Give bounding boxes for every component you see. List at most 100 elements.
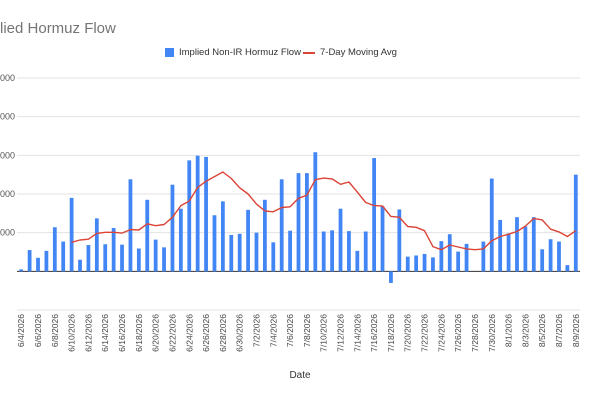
bar bbox=[262, 199, 267, 272]
bar bbox=[204, 156, 208, 272]
bar bbox=[111, 228, 116, 272]
bar bbox=[506, 233, 511, 272]
bar bbox=[548, 239, 553, 272]
x-tick-label: 6/18/2026 bbox=[134, 314, 144, 352]
chart-title: lied Hormuz Flow bbox=[0, 20, 116, 37]
x-tick-label: 6/4/2026 bbox=[16, 314, 26, 347]
bar bbox=[515, 217, 519, 272]
bar bbox=[296, 173, 301, 272]
bar bbox=[178, 208, 183, 272]
bar bbox=[456, 251, 461, 272]
bar bbox=[246, 209, 250, 272]
bar bbox=[220, 201, 225, 272]
bar bbox=[61, 241, 66, 272]
x-tick-label: 7/14/2026 bbox=[352, 314, 362, 352]
bar bbox=[557, 241, 561, 272]
x-tick-label: 8/1/2026 bbox=[504, 314, 514, 347]
y-tick-label: 000 bbox=[0, 189, 15, 199]
bar bbox=[313, 152, 318, 272]
bar bbox=[481, 241, 486, 272]
bar bbox=[254, 232, 259, 272]
bar bbox=[573, 174, 578, 272]
bar bbox=[187, 160, 192, 272]
legend-swatch-bar bbox=[165, 48, 174, 57]
bar bbox=[212, 215, 217, 272]
x-tick-label: 7/28/2026 bbox=[470, 314, 480, 352]
bar bbox=[447, 234, 452, 272]
bar bbox=[489, 178, 494, 272]
bar bbox=[136, 248, 141, 272]
bar bbox=[44, 250, 49, 272]
bar bbox=[78, 259, 82, 272]
bar bbox=[305, 173, 309, 272]
legend-item-line: 7-Day Moving Avg bbox=[303, 47, 397, 58]
bar bbox=[170, 184, 175, 272]
x-tick-label: 7/24/2026 bbox=[436, 314, 446, 352]
x-tick-label: 6/22/2026 bbox=[167, 314, 177, 352]
bar bbox=[94, 218, 99, 272]
bar bbox=[431, 257, 435, 272]
x-tick-label: 6/12/2026 bbox=[83, 314, 93, 352]
x-tick-label: 7/12/2026 bbox=[336, 314, 346, 352]
bar bbox=[565, 265, 570, 272]
bar bbox=[36, 257, 40, 272]
x-tick-label: 6/6/2026 bbox=[33, 314, 43, 347]
bar bbox=[86, 245, 91, 272]
bar bbox=[330, 230, 335, 272]
bar bbox=[237, 233, 242, 272]
x-tick-label: 6/14/2026 bbox=[100, 314, 110, 352]
y-tick-label: 000 bbox=[0, 73, 15, 83]
y-tick-label: 000 bbox=[0, 112, 15, 122]
bar bbox=[271, 242, 276, 272]
x-tick-label: 7/30/2026 bbox=[487, 314, 497, 352]
bar bbox=[464, 243, 469, 272]
x-tick-label: 7/16/2026 bbox=[369, 314, 379, 352]
x-tick-label: 6/20/2026 bbox=[151, 314, 161, 352]
x-tick-label: 8/3/2026 bbox=[520, 314, 530, 347]
bar bbox=[195, 155, 200, 272]
x-tick-label: 8/5/2026 bbox=[537, 314, 547, 347]
bar bbox=[279, 179, 284, 272]
bar bbox=[523, 226, 528, 272]
bar bbox=[405, 256, 410, 272]
bar bbox=[363, 231, 368, 272]
legend-item-bars: Implied Non-IR Hormuz Flow bbox=[165, 47, 301, 58]
bar bbox=[422, 253, 427, 272]
x-tick-label: 7/26/2026 bbox=[453, 314, 463, 352]
bar bbox=[52, 227, 57, 272]
x-tick-label: 7/10/2026 bbox=[319, 314, 329, 352]
bar bbox=[162, 247, 166, 272]
x-tick-label: 6/28/2026 bbox=[218, 314, 228, 352]
x-tick-label: 7/2/2026 bbox=[251, 314, 261, 347]
y-tick-label: 000 bbox=[0, 228, 15, 238]
bar bbox=[120, 244, 124, 272]
bar bbox=[69, 197, 74, 272]
bar bbox=[153, 239, 158, 272]
x-tick-label: 8/7/2026 bbox=[554, 314, 564, 347]
bar bbox=[19, 269, 24, 272]
bar bbox=[355, 250, 360, 272]
bar bbox=[27, 250, 32, 272]
x-tick-label: 6/8/2026 bbox=[50, 314, 60, 347]
x-tick-label: 6/24/2026 bbox=[184, 314, 194, 352]
bar bbox=[397, 209, 402, 272]
x-tick-label: 7/6/2026 bbox=[285, 314, 295, 347]
bar bbox=[347, 231, 351, 272]
x-tick-label: 6/26/2026 bbox=[201, 314, 211, 352]
bar bbox=[338, 208, 343, 272]
bar bbox=[439, 241, 444, 272]
bar bbox=[531, 217, 536, 272]
x-axis-title: Date bbox=[289, 370, 311, 381]
bar bbox=[288, 230, 292, 272]
bar bbox=[380, 206, 385, 272]
bar bbox=[229, 234, 234, 272]
bar bbox=[372, 158, 377, 272]
x-tick-label: 6/30/2026 bbox=[235, 314, 245, 352]
x-tick-label: 7/8/2026 bbox=[302, 314, 312, 347]
x-tick-label: 7/18/2026 bbox=[386, 314, 396, 352]
bar bbox=[128, 179, 133, 272]
moving-average-line bbox=[71, 171, 577, 251]
bar bbox=[321, 231, 326, 272]
y-tick-label: 000 bbox=[0, 150, 15, 160]
